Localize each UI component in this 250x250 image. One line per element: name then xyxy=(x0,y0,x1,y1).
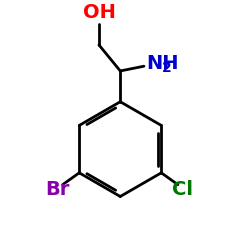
Text: NH: NH xyxy=(146,54,179,73)
Text: Cl: Cl xyxy=(172,180,193,199)
Text: OH: OH xyxy=(82,4,116,22)
Text: Br: Br xyxy=(46,180,70,199)
Text: 2: 2 xyxy=(162,61,172,75)
